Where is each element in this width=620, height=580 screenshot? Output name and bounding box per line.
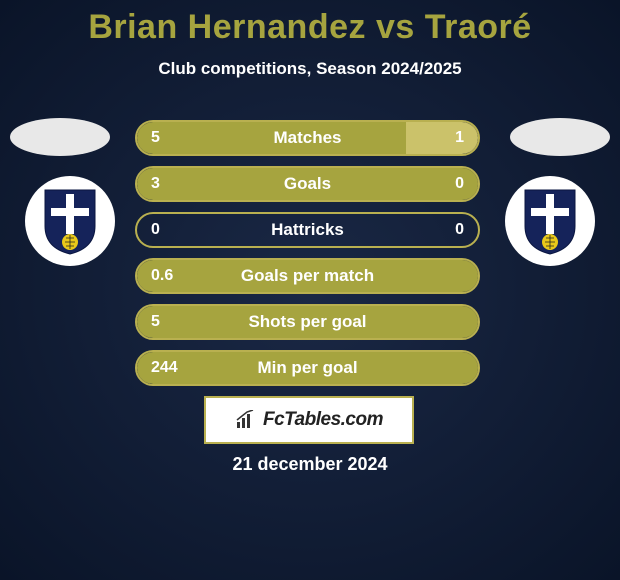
subtitle: Club competitions, Season 2024/2025 bbox=[0, 59, 620, 79]
stat-value-right: 1 bbox=[455, 129, 464, 147]
stat-row: 5Shots per goal bbox=[135, 304, 480, 340]
player-disc-right bbox=[510, 118, 610, 156]
stat-label: Goals per match bbox=[137, 266, 478, 286]
stat-label: Matches bbox=[137, 128, 478, 148]
stat-row: 0Hattricks0 bbox=[135, 212, 480, 248]
club-crest-right bbox=[505, 176, 595, 266]
shield-icon bbox=[41, 186, 99, 256]
stat-row: 0.6Goals per match bbox=[135, 258, 480, 294]
stat-bars: 5Matches13Goals00Hattricks00.6Goals per … bbox=[135, 120, 480, 396]
page-title: Brian Hernandez vs Traoré bbox=[0, 0, 620, 47]
stat-value-right: 0 bbox=[455, 175, 464, 193]
stat-row: 3Goals0 bbox=[135, 166, 480, 202]
stat-label: Goals bbox=[137, 174, 478, 194]
stat-label: Hattricks bbox=[137, 220, 478, 240]
brand-badge: FcTables.com bbox=[204, 396, 414, 444]
player-disc-left bbox=[10, 118, 110, 156]
stat-row: 5Matches1 bbox=[135, 120, 480, 156]
stat-label: Shots per goal bbox=[137, 312, 478, 332]
chart-icon bbox=[235, 410, 259, 430]
stat-value-right: 0 bbox=[455, 221, 464, 239]
date-label: 21 december 2024 bbox=[0, 454, 620, 475]
stat-label: Min per goal bbox=[137, 358, 478, 378]
stat-row: 244Min per goal bbox=[135, 350, 480, 386]
brand-text: FcTables.com bbox=[263, 409, 383, 431]
club-crest-left bbox=[25, 176, 115, 266]
shield-icon bbox=[521, 186, 579, 256]
